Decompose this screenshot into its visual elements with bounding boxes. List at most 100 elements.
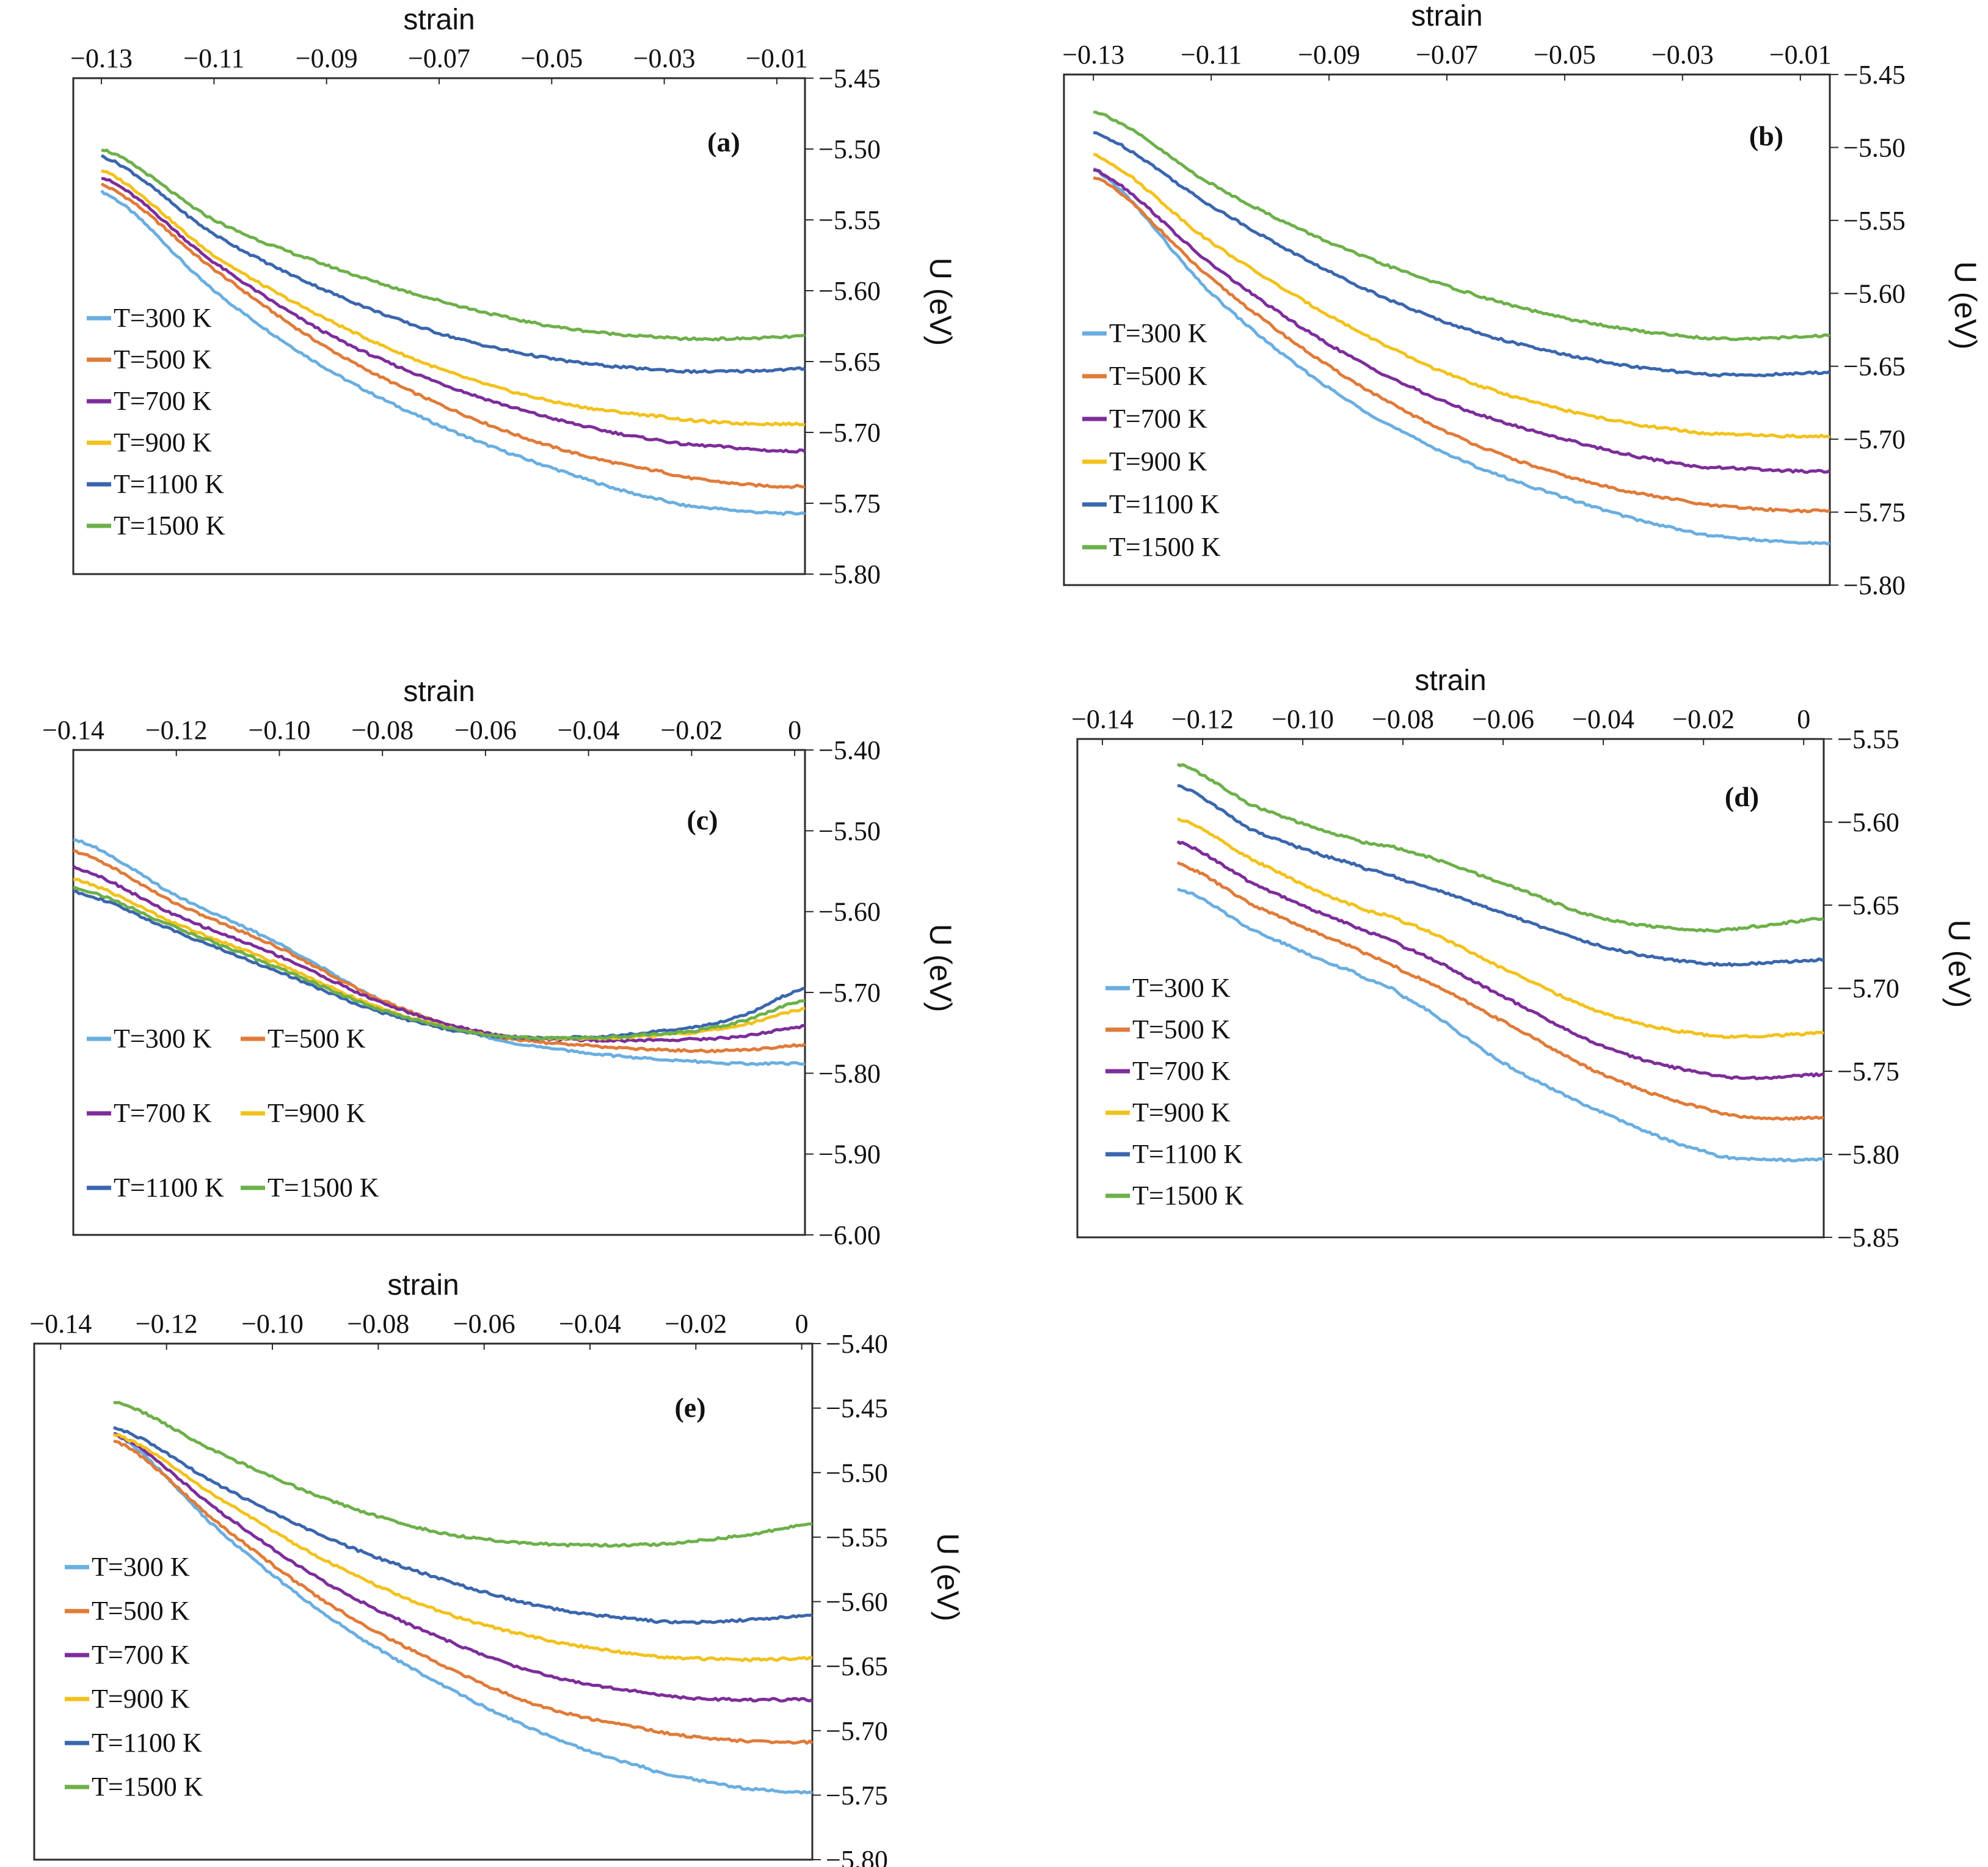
series-line-t900k (1093, 153, 1830, 439)
x-tick-label: 0 (788, 715, 801, 745)
x-tick-label: −0.13 (1062, 40, 1124, 70)
x-tick-label: −0.13 (70, 43, 133, 73)
legend-entry: T=700 K (114, 386, 212, 416)
legend-entry: T=500 K (114, 344, 212, 374)
x-axis-label: strain (387, 1269, 459, 1301)
x-tick-label: −0.11 (1181, 40, 1242, 70)
series-line-t900k (113, 1433, 813, 1662)
y-tick-label: −5.75 (826, 1780, 888, 1810)
y-tick-label: −5.55 (818, 205, 881, 235)
x-tick-label: −0.05 (520, 43, 583, 73)
y-tick-label: −5.80 (1837, 1140, 1899, 1170)
panel-label: (e) (674, 1392, 705, 1423)
legend: T=300 K T=500 K T=700 K T=900 K T=1100 K T=15… (1105, 973, 1244, 1210)
y-tick-label: −5.75 (818, 489, 881, 519)
x-tick-label: −0.03 (633, 43, 696, 73)
x-tick-label: −0.04 (1572, 704, 1634, 734)
series-line-t700k (101, 177, 806, 454)
legend-entry: T=1500 K (268, 1173, 379, 1203)
legend-entry: T=1500 K (114, 511, 225, 540)
x-tick-label: −0.06 (454, 715, 517, 745)
x-axis-label: strain (403, 675, 475, 708)
legend-entry: T=700 K (114, 1098, 212, 1128)
x-tick-label: 0 (795, 1309, 809, 1339)
legend-entry: T=700 K (1132, 1056, 1231, 1086)
series-line-t1100k (112, 1425, 813, 1625)
y-tick-label: −6.00 (818, 1220, 881, 1250)
series-line-t1500k (1176, 763, 1824, 933)
y-tick-label: −5.65 (1837, 890, 1899, 920)
legend-entry: T=1500 K (92, 1772, 203, 1802)
x-tick-label: −0.02 (660, 715, 723, 745)
y-tick-label: −5.70 (1843, 424, 1906, 454)
x-tick-label: −0.01 (746, 43, 808, 73)
panels-layer: strain −0.13 −0.11 −0.09 −0.07 −0.05 −0.03 −0.0… (29, 0, 1983, 1867)
legend-entry: T=1500 K (1132, 1181, 1244, 1210)
x-axis-label: strain (1411, 0, 1482, 32)
legend: T=300 K T=500 K T=700 K T=900 K T=1100 K T=15… (87, 1024, 379, 1203)
y-axis-label: U (eV) (923, 924, 958, 1012)
y-tick-label: −5.50 (826, 1458, 888, 1488)
legend-entry: T=900 K (92, 1684, 190, 1714)
y-tick-label: −5.60 (826, 1587, 888, 1617)
x-tick-label: −0.14 (29, 1309, 92, 1339)
series-line-t700k (1093, 168, 1831, 474)
x-tick-label: −0.14 (1071, 704, 1134, 734)
legend-entry: T=300 K (1109, 318, 1207, 348)
y-tick-label: −5.85 (1837, 1223, 1899, 1253)
x-tick-label: −0.10 (241, 1309, 304, 1339)
legend-entry: T=1100 K (1109, 489, 1220, 519)
x-tick-label: −0.08 (347, 1309, 409, 1339)
x-tick-label: −0.11 (183, 43, 244, 73)
x-tick-label: −0.10 (249, 715, 311, 745)
legend-entry: T=900 K (268, 1098, 366, 1128)
x-tick-label: −0.06 (1472, 704, 1534, 734)
series-line-t700k (113, 1432, 814, 1703)
x-tick-label: −0.06 (453, 1309, 515, 1339)
chart-panel-d: strain −0.14 −0.12 −0.10 −0.08 −0.06 −0.04 −0.0… (1071, 664, 1976, 1253)
series-line-t1100k (100, 154, 806, 374)
legend-entry: T=300 K (114, 303, 212, 333)
y-tick-label: −5.65 (818, 347, 881, 377)
y-tick-label: −5.40 (826, 1329, 888, 1359)
y-tick-label: −5.70 (826, 1716, 888, 1746)
y-tick-label: −5.45 (1843, 60, 1906, 90)
y-axis-label: U (eV) (1948, 261, 1983, 349)
x-tick-label: −0.09 (1298, 40, 1360, 70)
y-tick-label: −5.50 (818, 134, 881, 164)
legend-entry: T=500 K (92, 1596, 190, 1626)
legend: T=300 K T=500 K T=700 K T=900 K T=1100 K T=15… (87, 303, 225, 540)
panel-label: (b) (1749, 120, 1783, 151)
x-tick-label: −0.03 (1651, 40, 1714, 70)
legend-entry: T=900 K (1109, 446, 1207, 476)
chart-panel-e: strain −0.14 −0.12 −0.10 −0.08 −0.06 −0.04 −0.0… (29, 1269, 965, 1867)
y-axis-label: U (eV) (931, 1533, 965, 1621)
y-tick-label: −5.90 (818, 1140, 881, 1170)
x-tick-label: −0.01 (1769, 40, 1832, 70)
y-tick-label: −5.75 (1843, 498, 1906, 528)
x-tick-label: −0.12 (145, 715, 208, 745)
y-tick-label: −5.45 (826, 1394, 888, 1424)
legend-entry: T=700 K (1109, 404, 1207, 434)
series-line-t900k (100, 169, 806, 427)
y-tick-label: −5.60 (818, 897, 881, 927)
x-tick-label: 0 (1797, 704, 1810, 734)
series-line-t1500k (101, 148, 806, 342)
series-line-t1500k (1093, 110, 1830, 341)
series-line-t900k (1176, 817, 1824, 1039)
legend-entry: T=300 K (114, 1024, 212, 1054)
legend-entry: T=500 K (1132, 1014, 1231, 1044)
y-tick-label: −5.70 (818, 418, 881, 448)
y-tick-label: −5.80 (818, 1058, 881, 1088)
legend-entry: T=1100 K (114, 1173, 224, 1203)
legend: T=300 K T=500 K T=700 K T=900 K T=1100 K T=15… (1082, 318, 1221, 562)
y-tick-label: −5.45 (818, 64, 881, 93)
x-tick-label: −0.04 (558, 715, 620, 745)
series-line-t300k (1176, 887, 1824, 1163)
series-line-t1100k (1093, 131, 1830, 378)
series-line-t1100k (73, 889, 806, 1041)
series-line-t300k (1093, 167, 1830, 545)
chart-panel-a: strain −0.13 −0.11 −0.09 −0.07 −0.05 −0.03 −0.0… (70, 4, 958, 589)
y-tick-label: −5.55 (1843, 206, 1906, 236)
